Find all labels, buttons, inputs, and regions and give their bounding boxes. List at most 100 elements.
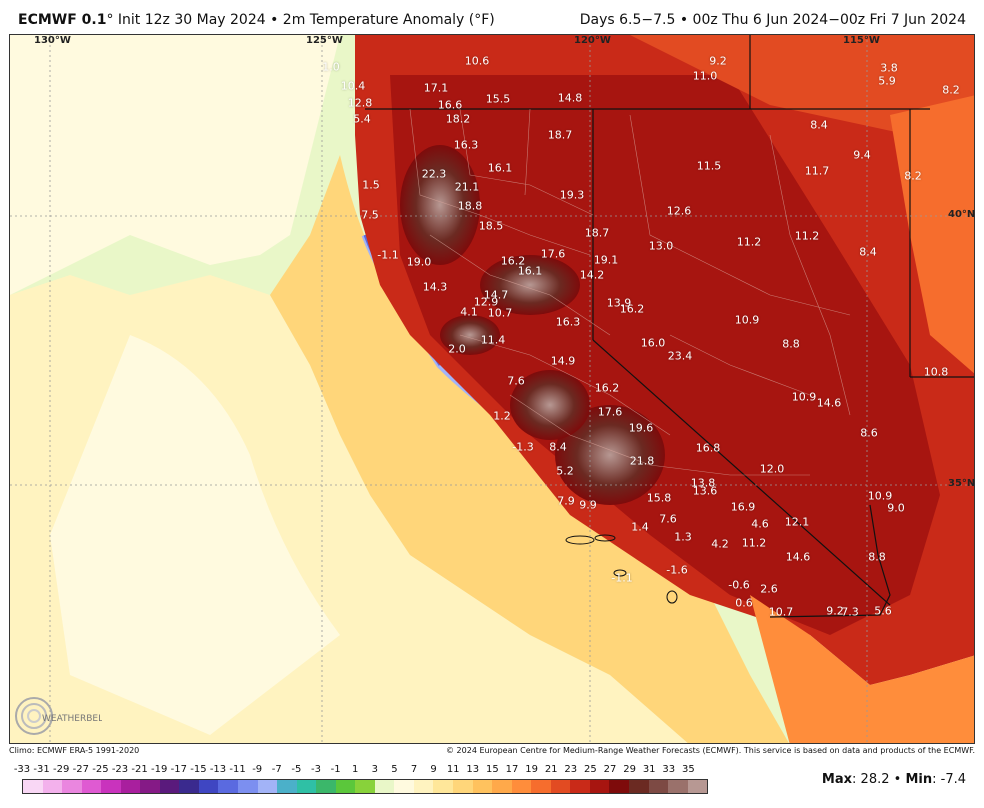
colorbar-swatch (374, 780, 395, 793)
anomaly-value: 5.2 (556, 464, 574, 478)
colorbar-swatch (257, 780, 278, 793)
map-title: ECMWF 0.1° Init 12z 30 May 2024 • 2m Tem… (18, 12, 495, 28)
colorbar-tick-label: 5 (391, 764, 398, 775)
anomaly-value: 9.2 (826, 604, 844, 618)
anomaly-value: 17.1 (423, 81, 449, 95)
anomaly-value: 11.2 (736, 235, 762, 249)
colorbar-swatch (492, 780, 512, 793)
anomaly-value: 10.7 (487, 306, 513, 320)
colorbar-swatch (355, 780, 375, 793)
anomaly-value: 8.4 (859, 245, 877, 259)
anomaly-value: 4.6 (751, 517, 769, 531)
anomaly-value: 8.4 (549, 440, 567, 454)
anomaly-value: 12.0 (759, 462, 785, 476)
anomaly-value: 23.4 (667, 349, 693, 363)
colorbar-tick-label: -29 (53, 764, 70, 775)
colorbar-swatch (628, 780, 649, 793)
colorbar-swatch (394, 780, 414, 793)
min-label: Min (905, 772, 933, 787)
land-heat-core (390, 75, 940, 635)
init-text: Init 12z 30 May 2024 • 2m Temperature An… (117, 12, 495, 28)
colorbar-swatch (120, 780, 141, 793)
colorbar-swatch (23, 780, 43, 793)
anomaly-value: 14.3 (422, 280, 448, 294)
anomaly-value: 12.1 (784, 515, 810, 529)
anomaly-value: 1.3 (674, 530, 692, 544)
max-value: 28.2 (860, 772, 890, 787)
anomaly-value: -1.1 (611, 571, 633, 585)
min-value: -7.4 (940, 772, 966, 787)
anomaly-value: 14.8 (557, 91, 583, 105)
anomaly-value: 11.2 (794, 229, 820, 243)
anomaly-value: 1.5 (362, 178, 380, 192)
colorbar-swatch (687, 780, 708, 793)
anomaly-value: 11.0 (692, 69, 718, 83)
colorbar-strip (22, 779, 708, 794)
colorbar-tick-label: -3 (311, 764, 321, 775)
colorbar-tick-label: 9 (430, 764, 437, 775)
colorbar-tick-label: 21 (544, 764, 558, 775)
anomaly-value: 21.8 (629, 454, 655, 468)
colorbar-tick-label: 15 (486, 764, 499, 775)
county-lines (409, 108, 851, 476)
colorbar-tick-label: -33 (13, 764, 31, 775)
anomaly-value: 1.2 (493, 409, 511, 423)
lon-label-120: 120°W (574, 35, 611, 46)
lon-label-130: 130°W (34, 35, 71, 46)
anomaly-value: 8.8 (868, 550, 886, 564)
anomaly-value: 19.1 (593, 253, 619, 267)
anomaly-value: 17.6 (597, 405, 623, 419)
ocean-pale (50, 335, 340, 735)
anomaly-value: 16.0 (640, 336, 666, 350)
anomaly-value: 13.8 (690, 476, 716, 490)
climo-note: Climo: ECMWF ERA-5 1991-2020 (9, 746, 140, 755)
anomaly-value: 4.2 (711, 537, 729, 551)
colorbar-swatch (589, 780, 610, 793)
colorbar-tick-label: -13 (209, 764, 227, 775)
map-canvas (10, 35, 974, 743)
anomaly-value: 19.6 (628, 421, 654, 435)
anomaly-value: 12.8 (347, 96, 373, 110)
colorbar-swatch (453, 780, 473, 793)
anomaly-value: 15.5 (485, 92, 511, 106)
anomaly-value: 11.5 (696, 159, 722, 173)
anomaly-value: 10.9 (734, 313, 760, 327)
colorbar-tick-labels: -33 -31 -29 -27 -25 -23 -21 -19 -17 -15 -13 -11 -9 -7… (14, 764, 704, 778)
state-borders (365, 35, 974, 618)
anomaly-value: 19.3 (559, 188, 585, 202)
anomaly-value: 2.0 (448, 342, 466, 356)
colorbar-tick-label: 11 (446, 764, 460, 775)
max-label: Max (821, 772, 853, 787)
anomaly-value: 8.6 (860, 426, 878, 440)
colorbar-tick-label: 13 (466, 764, 480, 775)
colorbar-swatch (413, 780, 434, 793)
colorbar-tick-label: 31 (642, 764, 656, 775)
copyright-note: © 2024 European Centre for Medium-Range … (446, 746, 975, 755)
lon-label-115: 115°W (843, 35, 880, 46)
anomaly-value: 14.6 (816, 396, 842, 410)
anomaly-value: 14.9 (550, 354, 576, 368)
colorbar-tick-label: -31 (33, 764, 50, 775)
anomaly-value: 17.6 (540, 247, 566, 261)
anomaly-value: 7.9 (557, 494, 575, 508)
anomaly-value: 13.6 (692, 484, 718, 498)
colorbar-tick-label: 3 (371, 764, 378, 775)
colorbar-swatch (101, 780, 121, 793)
colorbar-tick-label: -17 (170, 764, 187, 775)
anomaly-value: 0.6 (735, 596, 753, 610)
colorbar-swatch (668, 780, 688, 793)
colorbar-tick-label: 35 (682, 764, 695, 775)
colorbar-swatch (433, 780, 454, 793)
header: ECMWF 0.1° Init 12z 30 May 2024 • 2m Tem… (0, 0, 984, 34)
colorbar-tick-label: -5 (291, 764, 302, 775)
anomaly-value: 15.8 (646, 491, 672, 505)
colorbar-swatch (609, 780, 629, 793)
lat-label-35: 35°N (948, 478, 975, 489)
anomaly-value: 16.1 (517, 264, 543, 278)
ocean-cool-north (10, 35, 340, 295)
colorbar-tick-label: 27 (603, 764, 617, 775)
colorbar-swatch (570, 780, 590, 793)
anomaly-value: 5.6 (874, 604, 892, 618)
baja-warm (750, 595, 974, 743)
anomaly-value: 10.9 (867, 489, 893, 503)
